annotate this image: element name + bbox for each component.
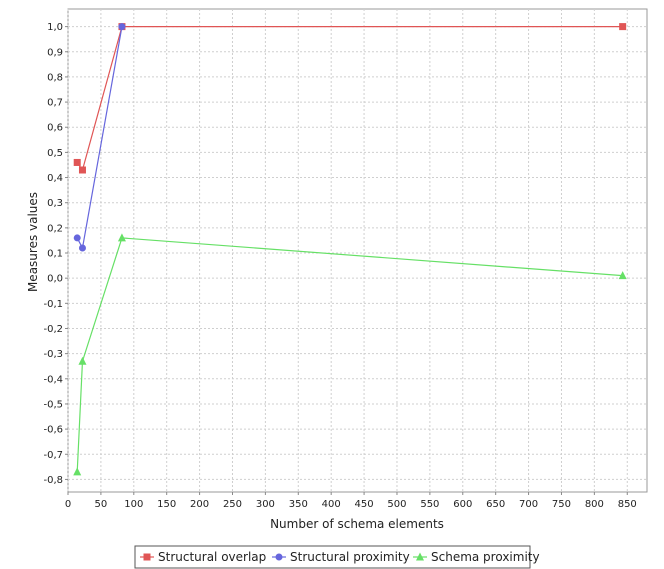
x-tick-label: 200 bbox=[190, 499, 209, 510]
series-structural-proximity bbox=[73, 23, 126, 252]
series-line bbox=[76, 26, 623, 172]
data-point bbox=[118, 23, 126, 31]
x-tick-label: 750 bbox=[552, 499, 571, 510]
data-point bbox=[73, 234, 81, 242]
legend-swatch-marker bbox=[416, 552, 424, 561]
y-tick-label: 1,0 bbox=[47, 22, 63, 33]
data-point bbox=[618, 271, 627, 280]
x-tick-label: 100 bbox=[124, 499, 143, 510]
y-tick-label: 0,3 bbox=[47, 198, 63, 209]
y-tick-label: 0,7 bbox=[47, 98, 63, 109]
y-tick-label: 0,6 bbox=[47, 123, 63, 134]
x-tick-label: 300 bbox=[256, 499, 275, 510]
y-tick-label: 0,0 bbox=[47, 274, 63, 285]
y-tick-label: -0,8 bbox=[43, 475, 63, 486]
data-point bbox=[73, 158, 81, 166]
y-tick-label: -0,6 bbox=[43, 425, 63, 436]
legend-box bbox=[134, 545, 531, 569]
series-schema-proximity bbox=[73, 233, 627, 476]
series-line bbox=[76, 237, 623, 472]
data-point bbox=[78, 166, 86, 174]
x-tick-label: 350 bbox=[289, 499, 308, 510]
y-tick-label: -0,3 bbox=[43, 349, 63, 360]
series-layer bbox=[73, 23, 627, 476]
data-point bbox=[78, 356, 87, 365]
y-axis-label: Measures values bbox=[26, 192, 40, 292]
y-tick-label: 0,4 bbox=[47, 173, 63, 184]
data-point bbox=[73, 467, 82, 476]
y-tick-label: 0,8 bbox=[47, 72, 63, 83]
y-tick-label: -0,7 bbox=[43, 450, 63, 461]
x-tick-label: 400 bbox=[322, 499, 341, 510]
y-tick-label: -0,2 bbox=[43, 324, 63, 335]
x-tick-label: 0 bbox=[65, 499, 71, 510]
legend-swatch-marker bbox=[143, 553, 151, 561]
data-point bbox=[117, 233, 126, 242]
x-tick-label: 700 bbox=[519, 499, 538, 510]
x-tick-label: 50 bbox=[95, 499, 108, 510]
legend-label: Structural overlap bbox=[158, 550, 266, 564]
y-tick-label: -0,1 bbox=[43, 299, 63, 310]
x-axis-label: Number of schema elements bbox=[270, 517, 444, 531]
x-tick-label: 550 bbox=[420, 499, 439, 510]
x-tick-label: 250 bbox=[223, 499, 242, 510]
x-tick-label: 800 bbox=[585, 499, 604, 510]
legend-label: Structural proximity bbox=[290, 550, 410, 564]
x-tick-label: 850 bbox=[618, 499, 637, 510]
legend: Structural overlap Structural proximity Sc… bbox=[134, 545, 540, 569]
data-point bbox=[619, 23, 627, 31]
y-tick-label: -0,4 bbox=[43, 374, 63, 385]
x-tick-label: 600 bbox=[453, 499, 472, 510]
y-tick-label: 0,2 bbox=[47, 223, 63, 234]
y-tick-label: 0,5 bbox=[47, 148, 63, 159]
legend-swatch-marker bbox=[275, 553, 283, 561]
data-point bbox=[78, 244, 86, 252]
x-tick-label: 650 bbox=[486, 499, 505, 510]
y-tick-label: -0,5 bbox=[43, 399, 63, 410]
legend-label: Schema proximity bbox=[431, 550, 540, 564]
plot-area bbox=[67, 8, 648, 493]
y-tick-label: 0,9 bbox=[47, 47, 63, 58]
x-tick-label: 500 bbox=[387, 499, 406, 510]
x-tick-label: 450 bbox=[355, 499, 374, 510]
axis-ticks: 0 50 100 150 200 250 300 350 400 450 500 550 600 650 7… bbox=[43, 22, 636, 510]
y-tick-label: 0,1 bbox=[47, 249, 63, 260]
x-tick-label: 150 bbox=[157, 499, 176, 510]
